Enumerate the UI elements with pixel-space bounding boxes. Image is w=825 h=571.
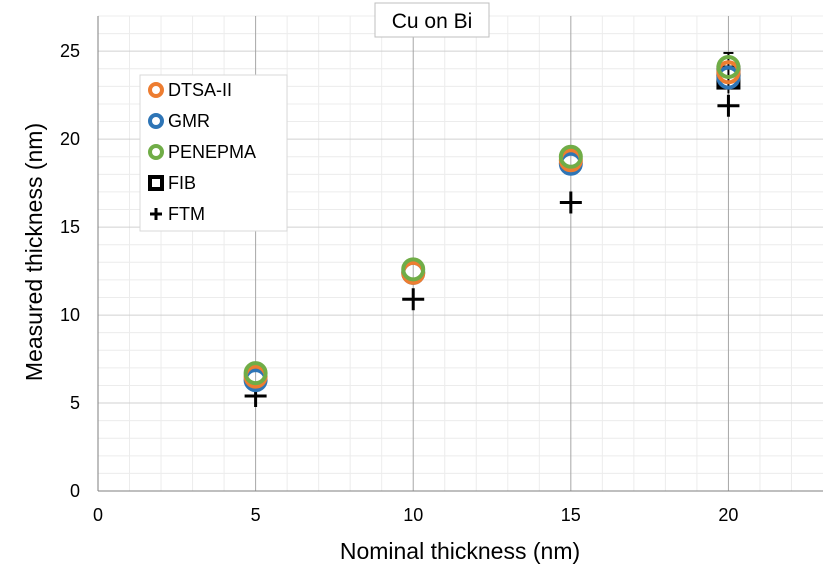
- y-tick-label: 20: [60, 129, 80, 149]
- point-penepma: [243, 361, 268, 386]
- chart-title-box: Cu on Bi: [374, 2, 490, 38]
- x-tick-label: 20: [718, 505, 738, 525]
- legend-label: PENEPMA: [168, 142, 256, 162]
- data-points: [243, 55, 741, 407]
- y-tick-label: 5: [70, 393, 80, 413]
- x-tick-label: 10: [403, 505, 423, 525]
- legend-label: GMR: [168, 111, 210, 131]
- axes: [97, 16, 823, 492]
- point-ftm: [559, 191, 582, 214]
- minor-gridlines: [98, 15, 823, 491]
- point-penepma: [401, 257, 426, 282]
- x-axis-label: Nominal thickness (nm): [340, 538, 580, 564]
- point-penepma: [558, 144, 583, 169]
- x-tick-label: 0: [93, 505, 103, 525]
- x-tick-label: 5: [251, 505, 261, 525]
- chart-title: Cu on Bi: [392, 10, 473, 33]
- legend-box: [139, 74, 288, 232]
- legend-label: DTSA-II: [168, 80, 232, 100]
- legend: DTSA-II GMR PENEPMA FIB FTM: [139, 74, 288, 232]
- y-tick-label: 25: [60, 41, 80, 61]
- point-penepma: [716, 55, 741, 80]
- point-ftm: [402, 288, 425, 311]
- y-tick-label: 0: [70, 481, 80, 501]
- y-axis-label: Measured thickness (nm): [21, 123, 47, 381]
- legend-marker-fib: [148, 175, 164, 191]
- legend-marker-penepma: [148, 144, 164, 160]
- y-tick-label: 15: [60, 217, 80, 237]
- legend-marker-ftm: [150, 208, 162, 220]
- x-tick-label: 15: [561, 505, 581, 525]
- legend-label: FIB: [168, 173, 196, 193]
- legend-marker-dtsa-ii: [148, 82, 164, 98]
- tick-labels: 0 5 10 15 20 0 5 10 15 20 25: [60, 41, 738, 525]
- point-ftm: [717, 94, 740, 117]
- legend-label: FTM: [168, 204, 205, 224]
- y-tick-label: 10: [60, 305, 80, 325]
- legend-marker-gmr: [148, 113, 164, 129]
